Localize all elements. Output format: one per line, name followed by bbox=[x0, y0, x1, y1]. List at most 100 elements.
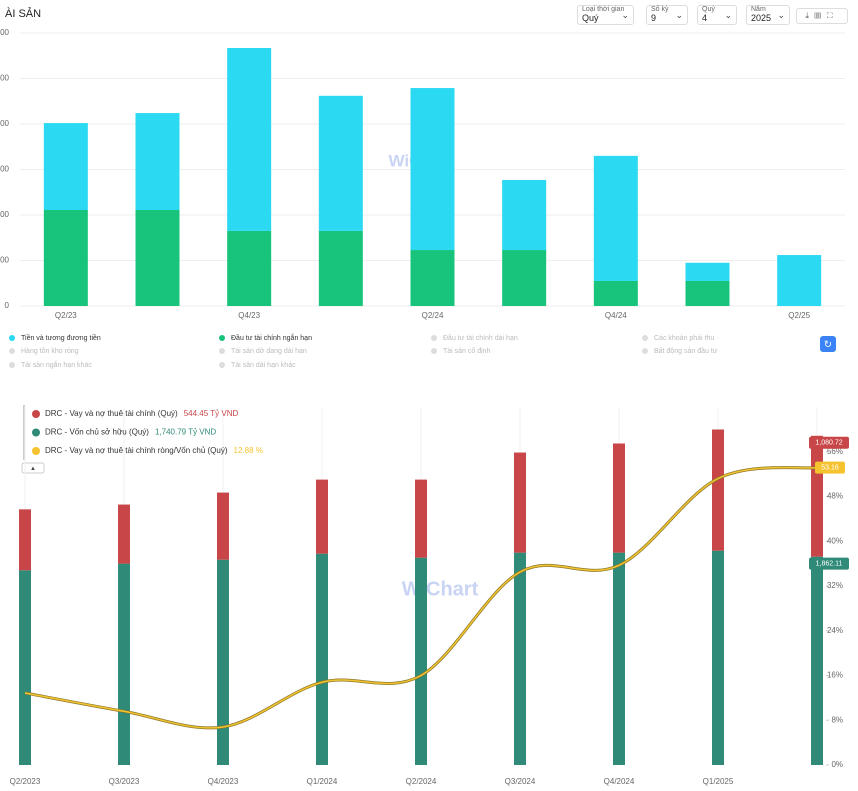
legend-label[interactable]: Tài sản dài hạn khác bbox=[231, 362, 296, 369]
legend-value: 544.45 Tỷ VND bbox=[184, 409, 239, 418]
legend-label[interactable]: Các khoản phải thu bbox=[654, 335, 714, 342]
legend-marker bbox=[431, 335, 437, 341]
end-label: 53.16 bbox=[821, 464, 839, 471]
legend-label[interactable]: Tài sản cố định bbox=[443, 346, 491, 355]
legend-label: DRC - Vốn chủ sở hữu (Quý) bbox=[45, 428, 149, 437]
x-tick-label: Q4/23 bbox=[238, 311, 260, 320]
legend-label: DRC - Vay và nợ thuê tài chính ròng/Vốn … bbox=[45, 446, 228, 455]
legend-marker bbox=[9, 348, 15, 354]
bar bbox=[217, 492, 229, 560]
control-value: 2025 bbox=[751, 13, 772, 23]
bar bbox=[43, 209, 88, 306]
legend-label[interactable]: Tài sản dở dang dài hạn bbox=[231, 347, 307, 355]
y2-tick-label: 56% bbox=[827, 447, 843, 456]
legend-marker bbox=[32, 447, 40, 455]
x-tick-label: Q2/2024 bbox=[406, 777, 437, 786]
control-label: Quý bbox=[702, 6, 715, 13]
y-tick-label: 0 bbox=[5, 301, 10, 310]
end-label-box bbox=[809, 557, 849, 570]
panel-title: ÀI SẢN bbox=[5, 8, 42, 20]
bar bbox=[502, 179, 547, 251]
y-tick-label: 600 bbox=[0, 28, 10, 37]
legend-marker bbox=[431, 348, 437, 354]
bar bbox=[613, 552, 625, 765]
legend-marker bbox=[9, 362, 15, 368]
bar bbox=[118, 504, 130, 564]
legend-label[interactable]: Bất động sản đầu tư bbox=[654, 346, 718, 355]
legend-label[interactable]: Tài sản ngắn hạn khác bbox=[21, 360, 92, 369]
bar bbox=[318, 230, 363, 306]
bar bbox=[227, 230, 272, 306]
line bbox=[24, 466, 818, 729]
control-value: 9 bbox=[651, 13, 657, 23]
legend-label[interactable]: Tiền và tương đương tiền bbox=[21, 333, 101, 342]
bar bbox=[135, 209, 180, 306]
legend-marker bbox=[32, 428, 40, 437]
legend-label[interactable]: Đầu tư tài chính dài hạn bbox=[443, 333, 518, 342]
year-select[interactable]: Năm 2025 bbox=[746, 5, 790, 25]
bar bbox=[593, 280, 638, 306]
bar bbox=[19, 509, 31, 571]
y2-tick-label: 24% bbox=[827, 626, 843, 635]
quarter-select[interactable]: Quý 4 bbox=[697, 5, 737, 25]
toolbar-icons[interactable]: ⤓▥⛶ bbox=[796, 8, 848, 24]
period-type-select[interactable]: Loại thời gian Quý bbox=[577, 5, 634, 25]
bar bbox=[712, 550, 724, 765]
legend-marker bbox=[219, 348, 225, 354]
legend-marker bbox=[642, 335, 648, 341]
legend-marker bbox=[642, 348, 648, 354]
bar bbox=[514, 452, 526, 553]
bar bbox=[410, 88, 455, 251]
control-label: Số kỳ bbox=[651, 6, 669, 13]
end-label-box bbox=[815, 461, 845, 474]
end-label: 1,862.11 bbox=[816, 561, 843, 568]
x-tick-label: Q4/2023 bbox=[208, 777, 239, 786]
legend-value: 12.88 % bbox=[234, 446, 263, 455]
y2-tick-label: 0% bbox=[831, 760, 843, 769]
x-tick-label: Q2/24 bbox=[422, 311, 444, 320]
collapse-button[interactable] bbox=[21, 462, 45, 474]
y-tick-label: 400 bbox=[0, 119, 10, 128]
bar bbox=[316, 553, 328, 765]
legend-marker bbox=[32, 410, 40, 418]
legend-marker bbox=[219, 362, 225, 368]
x-tick-label: Q2/23 bbox=[55, 311, 77, 320]
bar bbox=[712, 429, 724, 551]
bar bbox=[43, 123, 88, 210]
collapse-icon: ▲ bbox=[30, 466, 36, 472]
legend-label: DRC - Vay và nợ thuê tài chính (Quý) bbox=[45, 409, 178, 418]
periods-select[interactable]: Số kỳ 9 bbox=[646, 5, 688, 25]
bar bbox=[593, 155, 638, 281]
bar bbox=[685, 280, 730, 306]
y-tick-label: 500 bbox=[0, 74, 10, 83]
legend-label[interactable]: Đầu tư tài chính ngắn hạn bbox=[231, 333, 312, 342]
legend-marker bbox=[9, 335, 15, 341]
x-tick-label: Q2/25 bbox=[788, 311, 810, 320]
x-tick-label: Q4/2024 bbox=[604, 777, 635, 786]
end-label-box bbox=[809, 436, 849, 449]
bar bbox=[227, 48, 272, 231]
end-label: 1,080.72 bbox=[815, 440, 842, 447]
y-tick-label: 100 bbox=[0, 256, 10, 265]
bar bbox=[410, 250, 455, 306]
x-tick-label: Q1/2025 bbox=[703, 777, 734, 786]
refresh-button[interactable] bbox=[820, 336, 836, 352]
bar bbox=[777, 255, 822, 306]
x-tick-label: Q1/2024 bbox=[307, 777, 338, 786]
x-tick-label: Q4/24 bbox=[605, 311, 627, 320]
x-tick-label: Q2/2023 bbox=[10, 777, 41, 786]
bar bbox=[118, 563, 130, 765]
y-tick-label: 200 bbox=[0, 210, 10, 219]
control-label: Loại thời gian bbox=[582, 6, 625, 13]
bar bbox=[502, 250, 547, 306]
bar bbox=[811, 556, 823, 765]
x-tick-label: Q3/2024 bbox=[505, 777, 536, 786]
y2-tick-label: 16% bbox=[827, 671, 843, 680]
y2-tick-label: 48% bbox=[827, 492, 843, 501]
watermark: WiChart bbox=[402, 578, 479, 600]
bar bbox=[318, 95, 363, 231]
bar bbox=[415, 479, 427, 558]
legend-label[interactable]: Hàng tồn kho ròng bbox=[21, 346, 79, 355]
bar bbox=[514, 552, 526, 765]
